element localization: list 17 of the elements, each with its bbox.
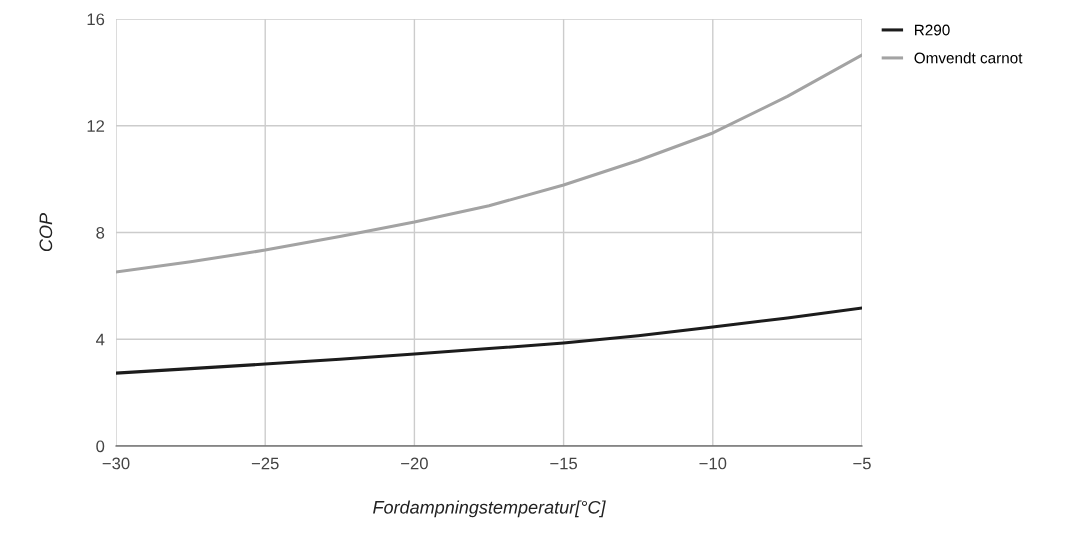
x-tick-label: −15 <box>550 457 578 470</box>
legend-label: Omvendt carnot <box>914 52 1023 64</box>
x-tick-label: −5 <box>853 457 871 470</box>
y-tick-label: 8 <box>96 226 105 239</box>
y-tick-label: 0 <box>96 440 105 453</box>
y-tick-label: 16 <box>87 13 105 26</box>
x-tick-label: −30 <box>102 457 130 470</box>
x-tick-label: −25 <box>251 457 279 470</box>
x-axis-title: Fordampningstemperatur[°C] <box>373 500 606 518</box>
y-axis-title: COP <box>39 213 53 252</box>
y-tick-label: 12 <box>87 120 105 132</box>
y-tick-label: 4 <box>96 333 105 346</box>
line-series <box>116 53 862 274</box>
line-series <box>116 306 862 375</box>
legend-label: R290 <box>915 24 950 36</box>
x-tick-label: −10 <box>699 457 727 470</box>
x-tick-label: −20 <box>401 457 428 470</box>
